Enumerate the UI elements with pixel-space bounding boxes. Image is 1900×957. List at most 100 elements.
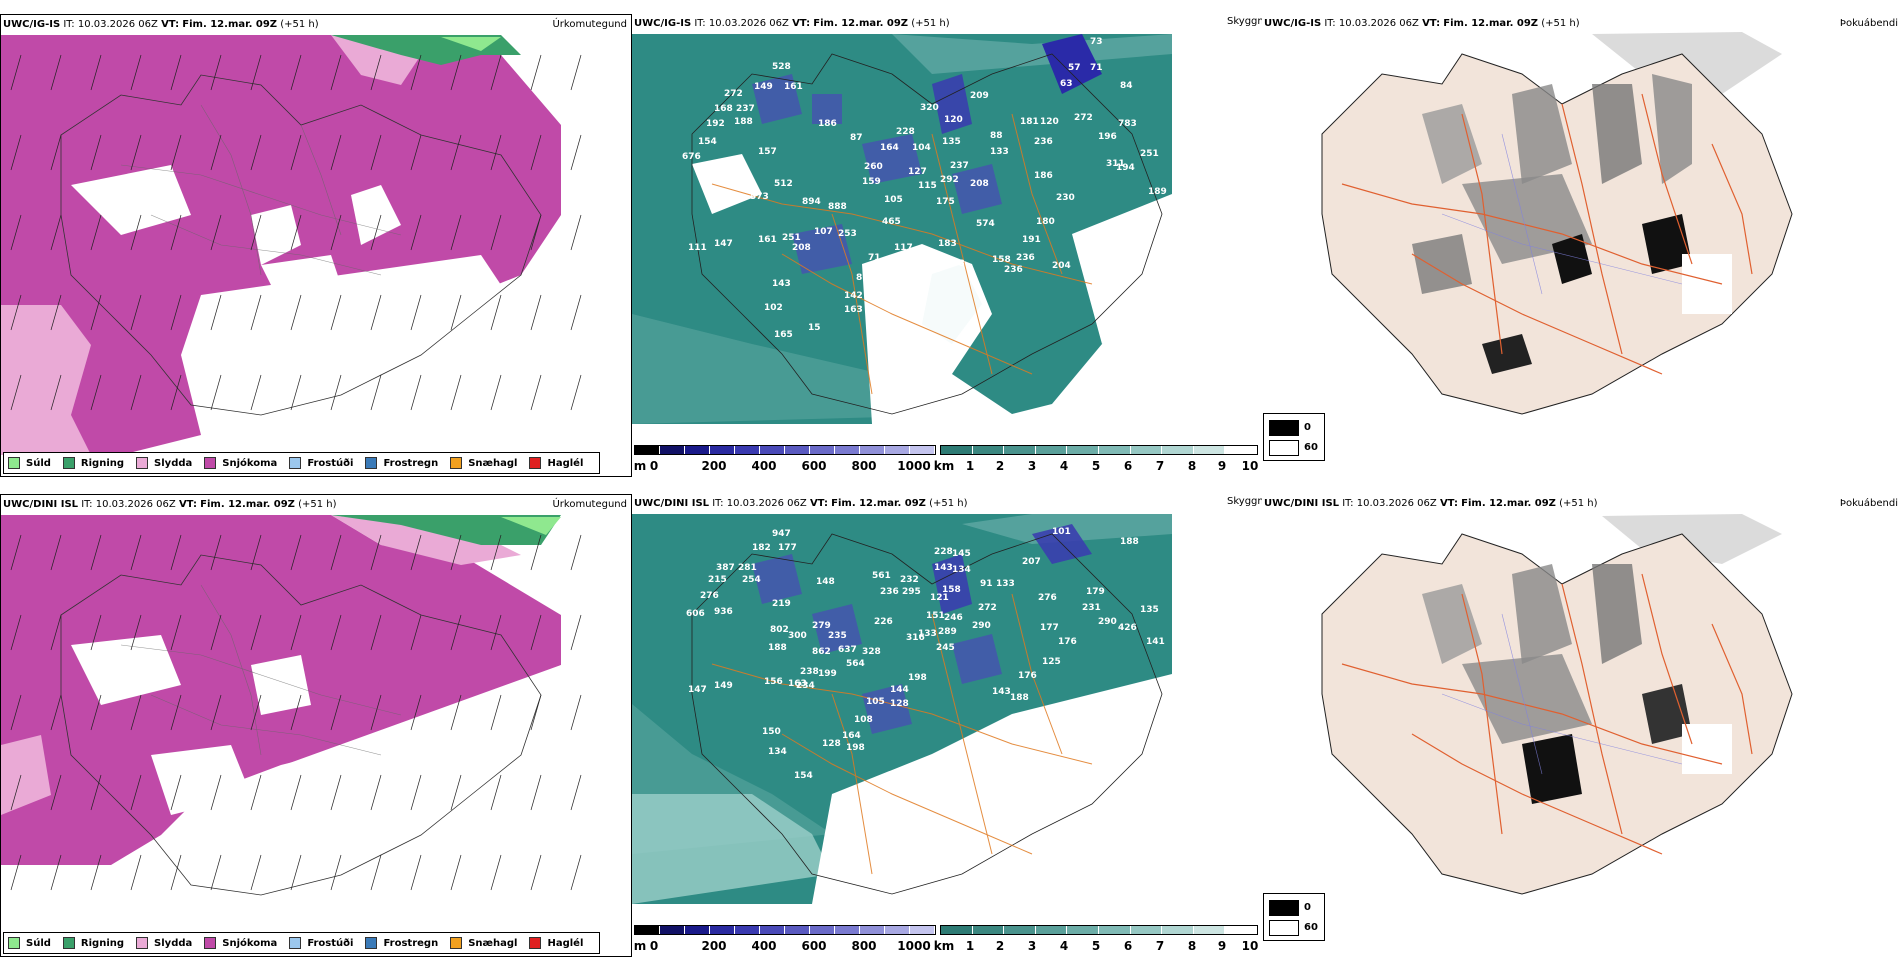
vis-label: 251 — [782, 233, 801, 243]
init-label: IT: — [694, 18, 706, 29]
vis-label: 154 — [698, 137, 717, 147]
fog-map-bottom — [1262, 494, 1900, 957]
vis-label: 156 — [764, 677, 783, 687]
vis-label: 215 — [708, 575, 727, 585]
vis-label: 281 — [738, 563, 757, 573]
vis-label: 133 — [918, 629, 937, 639]
visibility-tick: 4 — [1059, 459, 1069, 473]
vis-label: 87 — [850, 133, 863, 143]
precip-title: Úrkomutegund — [552, 499, 627, 510]
vis-label: 105 — [866, 697, 885, 707]
height-unit: m — [633, 459, 647, 473]
visibility-tick: 4 — [1059, 939, 1069, 953]
vis-label: 191 — [1022, 235, 1041, 245]
vis-label: 199 — [818, 669, 837, 679]
valid-value: Fim. 12.mar. 09Z — [200, 499, 295, 510]
vis-label: 165 — [774, 330, 793, 340]
vis-label: 204 — [1052, 261, 1071, 271]
vis-label: 15 — [808, 323, 821, 333]
vis-label: 179 — [1086, 587, 1105, 597]
lead-time: (+51 h) — [1559, 498, 1598, 509]
vis-label: 186 — [1034, 171, 1053, 181]
precip-legend: Súld Rigning Slydda Snjókoma Frostúði Fr… — [3, 452, 601, 474]
visibility-tick: 1 — [965, 939, 975, 953]
vis-label: 81 — [856, 273, 869, 283]
precip-type-panel-bottom: UWC/DINI ISL IT: 10.03.2026 06Z VT: Fim.… — [0, 494, 632, 957]
fog-index-panel-bottom: UWC/DINI ISL IT: 10.03.2026 06Z VT: Fim.… — [1262, 494, 1900, 957]
legend-swatch — [450, 937, 463, 949]
legend-label: Slydda — [154, 937, 193, 949]
legend-item-drizzle: Súld — [8, 457, 51, 469]
legend-item-snow: Snjókoma — [204, 937, 277, 949]
model-name: UWC/IG-IS — [634, 18, 692, 29]
visibility-panel-top: 528 161 149 272 168 237 192 188 186 154 … — [632, 14, 1272, 477]
vis-label: 135 — [942, 137, 961, 147]
legend-swatch — [204, 937, 217, 949]
fog-swatch-0 — [1269, 420, 1299, 436]
fog-index-panel-top: UWC/IG-IS IT: 10.03.2026 06Z VT: Fim. 12… — [1262, 14, 1900, 477]
visibility-tick: 2 — [995, 939, 1005, 953]
precip-legend: Súld Rigning Slydda Snjókoma Frostúði Fr… — [3, 932, 601, 954]
legend-item-rain: Rigning — [62, 457, 124, 469]
vis-label: 316 — [906, 633, 925, 643]
vis-label: 236 — [1034, 137, 1053, 147]
vis-label: 144 — [890, 685, 909, 695]
fog-tick: 0 — [1304, 422, 1311, 433]
legend-item-freezing-drizzle: Frostúði — [289, 937, 353, 949]
visibility-map-bottom: 947 182 177 387 281 215 254 148 276 219 … — [632, 514, 1172, 904]
vis-label: 148 — [816, 577, 835, 587]
valid-value: Fim. 12.mar. 09Z — [1461, 498, 1556, 509]
vis-label: 289 — [938, 627, 957, 637]
lead-time: (+51 h) — [911, 18, 950, 29]
legend-swatch — [8, 937, 20, 949]
height-tick: 600 — [801, 939, 827, 953]
valid-value: Fim. 12.mar. 09Z — [1443, 18, 1539, 29]
vis-label: 157 — [758, 147, 777, 157]
vis-label: 237 — [950, 161, 969, 171]
vis-label: 164 — [880, 143, 899, 153]
fog-map-top — [1262, 14, 1900, 477]
valid-label: VT: — [792, 18, 811, 29]
vis-label: 154 — [794, 771, 813, 781]
vis-label: 158 — [942, 585, 961, 595]
legend-item-hail: Haglél — [529, 457, 583, 469]
legend-item-sleet: Slydda — [136, 457, 192, 469]
vis-label: 290 — [1098, 617, 1117, 627]
vis-label: 237 — [736, 104, 755, 114]
vis-label: 127 — [908, 167, 927, 177]
vis-label: 207 — [1022, 557, 1041, 567]
vis-label: 208 — [970, 179, 989, 189]
vis-label: 208 — [792, 243, 811, 253]
legend-swatch — [289, 457, 302, 469]
precip-type-panel-top: UWC/IG-IS IT: 10.03.2026 06Z VT: Fim. 12… — [0, 14, 632, 477]
vis-label: 159 — [862, 177, 881, 187]
vis-label: 235 — [828, 631, 847, 641]
height-tick: 0 — [649, 459, 659, 473]
legend-swatch — [136, 457, 149, 469]
vis-label: 141 — [1146, 637, 1165, 647]
legend-label: Snjókoma — [222, 457, 278, 469]
vis-label: 292 — [940, 175, 959, 185]
legend-label: Súld — [26, 457, 51, 469]
legend-swatch — [62, 937, 75, 949]
visibility-tick: 10 — [1241, 459, 1259, 473]
visibility-tick: 1 — [965, 459, 975, 473]
legend-label: Frostúði — [307, 457, 354, 469]
vis-label: 236 — [880, 587, 899, 597]
lead-time: (+51 h) — [1541, 18, 1580, 29]
panel-header: UWC/IG-IS IT: 10.03.2026 06Z VT: Fim. 12… — [3, 19, 319, 30]
vis-label: 209 — [970, 91, 989, 101]
vis-label: 133 — [996, 579, 1015, 589]
height-unit: m — [633, 939, 647, 953]
vis-label: 198 — [846, 743, 865, 753]
vis-label: 134 — [768, 747, 787, 757]
init-label: IT: — [81, 499, 93, 510]
legend-label: Snæhagl — [468, 937, 518, 949]
panel-header: UWC/DINI ISL IT: 10.03.2026 06Z VT: Fim.… — [3, 499, 337, 510]
vis-label: 564 — [846, 659, 865, 669]
model-name: UWC/DINI ISL — [3, 499, 79, 510]
vis-label: 196 — [1098, 132, 1117, 142]
vis-label: 181 — [1020, 117, 1039, 127]
fog-tick: 60 — [1304, 442, 1318, 453]
legend-label: Slydda — [154, 457, 193, 469]
